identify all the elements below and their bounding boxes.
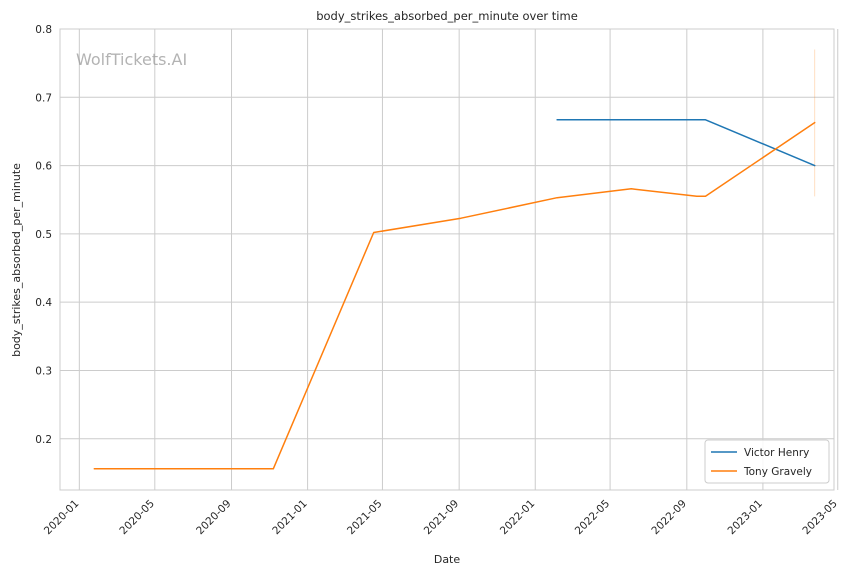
y-tick-label: 0.7 — [35, 92, 52, 104]
y-tick-label: 0.6 — [35, 161, 52, 173]
y-tick-label: 0.8 — [35, 24, 52, 36]
y-tick-label: 0.3 — [35, 365, 52, 377]
y-tick-label: 0.4 — [35, 297, 52, 309]
plot-area-frame — [59, 28, 835, 491]
y-axis-ticks: 0.2 0.3 0.4 0.5 0.6 0.7 0.8 — [35, 24, 52, 446]
legend: Victor Henry Tony Gravely — [704, 439, 830, 484]
legend-label-tony-gravely: Tony Gravely — [743, 466, 812, 478]
legend-box — [704, 439, 830, 484]
series-lines — [93, 119, 816, 470]
series-line-victor-henry — [556, 119, 816, 167]
legend-label-victor-henry: Victor Henry — [744, 447, 809, 459]
chart-title: body_strikes_absorbed_per_minute over ti… — [316, 9, 578, 23]
series-line-tony-gravely — [93, 121, 816, 470]
y-tick-label: 0.5 — [35, 229, 52, 241]
y-axis-label: body_strikes_absorbed_per_minute — [10, 163, 23, 357]
watermark: WolfTickets.AI — [76, 50, 187, 69]
y-tick-label: 0.2 — [35, 434, 52, 446]
x-axis-label: Date — [434, 553, 461, 566]
